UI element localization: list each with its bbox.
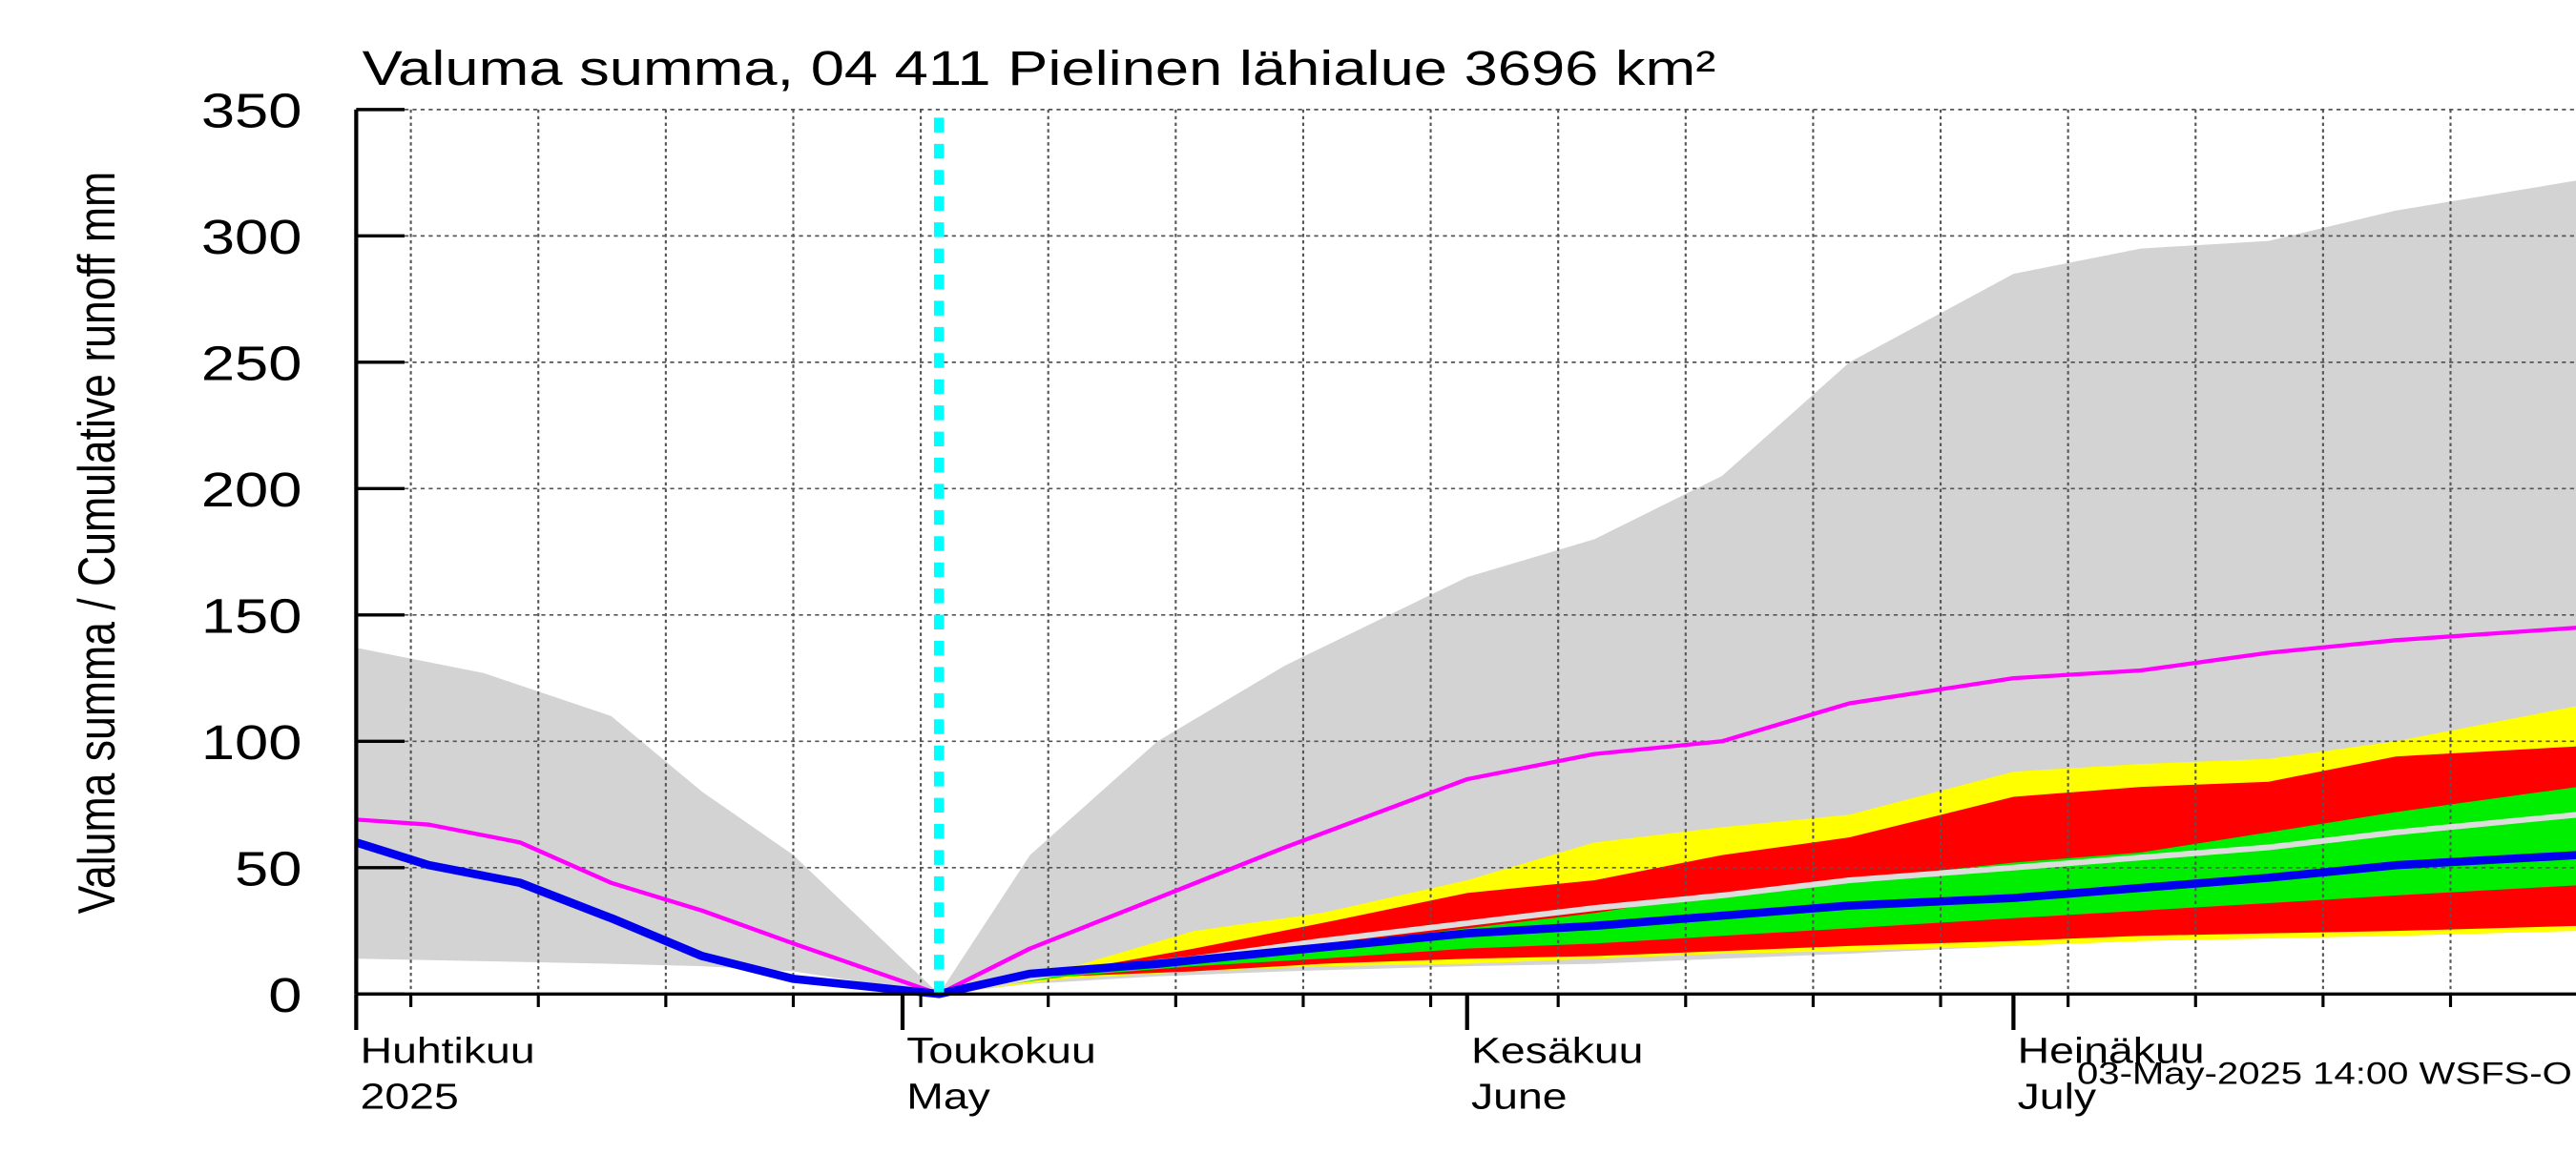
- y-tick-label: 250: [201, 337, 302, 391]
- y-tick-label: 50: [235, 842, 301, 896]
- series-line-simuloitujen-arvojen-keskimaarainen-arvo-1962-2019: [356, 626, 2576, 997]
- y-tick-label: 0: [268, 969, 301, 1023]
- x-month-label-sub: July: [2018, 1076, 2097, 1116]
- x-month-label-sub: May: [906, 1076, 991, 1116]
- band-5-95-vaihteluvali: [939, 746, 2576, 995]
- axes: 0 50 100 150 200 250 300 350 Huhtikuu 2025 Toukoku…: [201, 84, 2576, 1116]
- y-tick-label: 200: [201, 463, 302, 518]
- x-month-label: Toukokuu: [906, 1030, 1096, 1070]
- y-tick-label: 350: [201, 84, 302, 138]
- x-month-label-sub: 2025: [361, 1076, 459, 1116]
- x-month-label: Huhtikuu: [361, 1030, 535, 1070]
- plot-area: [354, 109, 2576, 999]
- x-month-label-sub: June: [1471, 1076, 1568, 1116]
- chart-title: Valuma summa, 04 411 Pielinen lähialue 3…: [363, 42, 1716, 96]
- series-line-simuloitu-historia-ja-keskiennuste: [354, 838, 2576, 999]
- y-tick-label: 300: [201, 211, 302, 265]
- x-month-label: Heinäkuu: [2018, 1030, 2205, 1070]
- x-month-label: Kesäkuu: [1471, 1030, 1644, 1070]
- y-tick-label: 150: [201, 589, 302, 644]
- y-tick-label: 100: [201, 716, 302, 771]
- footer-timestamp: 03-May-2025 14:00 WSFS-O: [2077, 1056, 2572, 1091]
- y-axis-label: Valuma summa / Cumulative runoff mm: [68, 172, 126, 915]
